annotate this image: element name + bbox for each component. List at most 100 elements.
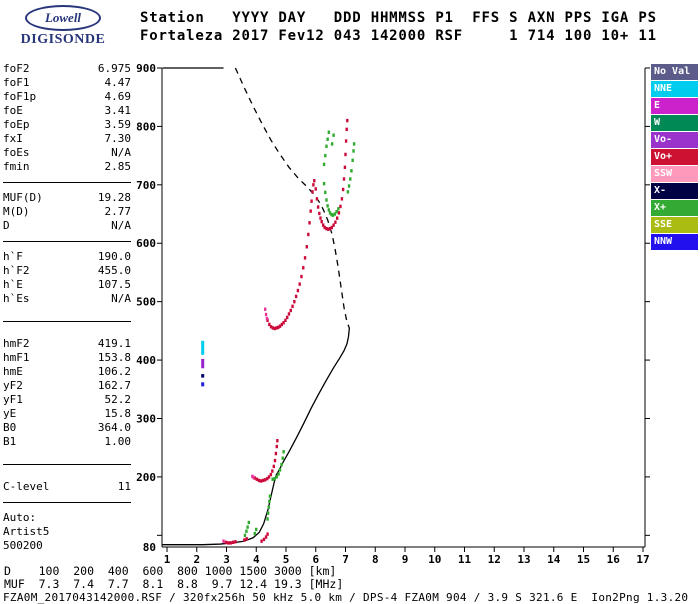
param-value: 52.2 [104, 393, 132, 406]
f1-trace-omode [266, 476, 269, 481]
f-trace-omode [344, 139, 348, 143]
f-trace-xmode [328, 211, 332, 215]
separator [3, 321, 131, 322]
f-trace-xmode [352, 142, 356, 146]
f1-trace-xmode [282, 450, 285, 454]
f-trace-xmode [351, 158, 354, 162]
y-bottom-label: 80 [143, 541, 156, 554]
f-trace-omode [341, 187, 345, 192]
legend-item: X- [651, 183, 698, 199]
separator [3, 502, 131, 503]
param-label: B1 [3, 435, 17, 448]
legend-item: X+ [651, 200, 698, 216]
e-trace-xmode [255, 527, 258, 532]
param-label: h`Es [3, 292, 30, 305]
param-value: 3.41 [104, 104, 132, 117]
param-value: 364.0 [97, 421, 131, 434]
param-row: fxI 7.30 [3, 132, 131, 146]
f-trace-omode [300, 274, 303, 279]
f-trace-omode [343, 165, 347, 170]
x-tick-label: 9 [402, 553, 409, 566]
legend-item: E [651, 98, 698, 114]
param-row: D N/A [3, 219, 131, 233]
param-value: 7.30 [104, 132, 132, 145]
f-trace-xmode [337, 207, 340, 211]
e-trace-xmode [253, 531, 256, 536]
f-trace-omode [346, 118, 349, 123]
f1-trace-omode [259, 479, 263, 483]
f-trace-omode [335, 216, 339, 220]
f-trace-omode [325, 226, 328, 231]
f-trace-omode [312, 183, 315, 187]
e-trace-omode [231, 540, 235, 545]
param-row: foF1p 4.69 [3, 90, 131, 104]
param-value: 107.5 [97, 278, 131, 291]
f1-xmode-retardation [266, 517, 269, 521]
f-trace-omode [282, 320, 285, 325]
legend-item: W [651, 115, 698, 131]
separator [3, 464, 131, 465]
status-bar: FZA0M_2017043142000.RSF / 320fx256h 50 k… [3, 591, 689, 604]
f-trace-omode [330, 225, 334, 230]
f-trace-xmode [330, 142, 334, 146]
param-row: h`Es N/A [3, 292, 131, 306]
param-footer-line: Auto: [3, 511, 37, 524]
f1-trace-xmode [280, 462, 283, 467]
e-trace-omode [262, 537, 266, 542]
param-label: D [3, 219, 10, 232]
legend-item: SSW [651, 166, 698, 182]
f-trace-omode [314, 187, 317, 191]
param-row: foF2 6.975 [3, 62, 131, 76]
f-trace-omode [340, 197, 344, 201]
f-trace-omode [294, 294, 298, 299]
f-trace-xmode [327, 208, 331, 212]
param-row: yF1 52.2 [3, 393, 131, 407]
x-tick-label: 10 [428, 553, 441, 566]
f-trace-omode [298, 282, 301, 286]
f-trace-xmode [326, 204, 329, 208]
param-row: yF2 162.7 [3, 379, 131, 393]
e-trace-omode [266, 532, 269, 536]
param-value: 106.2 [97, 365, 131, 378]
e-trace-omode [229, 541, 232, 545]
f1-trace-omode [273, 458, 277, 463]
f-trace-omode [311, 190, 314, 194]
param-row: foEp 3.59 [3, 118, 131, 132]
e-trace-xmode [243, 533, 247, 538]
f-trace-omode-lead [263, 307, 267, 311]
y-tick-label: 500 [136, 296, 156, 309]
param-label: h`F [3, 250, 23, 263]
param-value: 2.85 [104, 160, 132, 173]
f-trace-omode [271, 326, 275, 330]
f1-trace-omode [267, 475, 271, 479]
param-label: foF2 [3, 62, 30, 75]
muf-row: MUF 7.3 7.4 7.7 8.1 8.8 9.7 12.4 19.3 [M… [4, 577, 344, 591]
param-label: h`F2 [3, 264, 30, 277]
y-tick-label: 400 [136, 354, 156, 367]
f1-trace-omode [263, 478, 267, 482]
f1-xmode-retardation [266, 511, 270, 515]
header-line1: Station YYYY DAY DDD HHMMSS P1 FFS S AXN… [140, 10, 657, 26]
x-tick-label: 1 [164, 553, 171, 566]
digisonde-logo: Lowell DIGISONDE [8, 5, 118, 48]
x-tick-label: 16 [607, 553, 621, 566]
f1-trace-xmode [271, 477, 274, 481]
e-trace-omode [245, 537, 248, 541]
f-trace-omode [266, 318, 269, 323]
x-tick-label: 4 [253, 553, 260, 566]
f-trace-omode [275, 326, 278, 330]
lowell-logo-oval: Lowell [25, 5, 101, 31]
x-tick-label: 5 [283, 553, 290, 566]
f-trace-omode-lead [264, 312, 268, 317]
x-tick-label: 8 [372, 553, 379, 566]
f-trace-xmode [350, 169, 353, 173]
profile-extrapolation [234, 67, 350, 329]
y-tick-label: 900 [136, 62, 156, 75]
f-trace-omode [280, 322, 284, 327]
f-trace-omode [316, 205, 320, 209]
legend-item: NNE [651, 81, 698, 97]
f-trace-omode [334, 220, 337, 224]
f-trace-omode [310, 199, 313, 203]
f-trace-xmode [324, 153, 327, 158]
